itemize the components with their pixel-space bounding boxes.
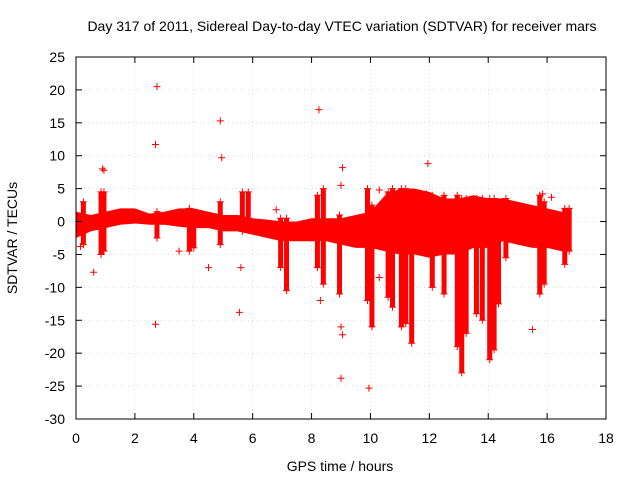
data-point	[152, 141, 159, 149]
data-point	[76, 243, 84, 251]
data-point	[99, 165, 106, 173]
streak-end-marks	[478, 195, 486, 324]
streak-end-marks	[79, 198, 87, 249]
data-series	[76, 83, 573, 392]
streak-end-marks	[238, 188, 246, 235]
data-point	[528, 325, 536, 333]
data-point	[365, 384, 373, 392]
x-axis: 0 2 4 6 8 10 12 14 16 18	[72, 57, 614, 446]
streak-end-marks	[364, 185, 371, 305]
x-tick-label: 14	[480, 430, 496, 446]
streak-end-marks	[453, 191, 461, 351]
data-point	[272, 206, 280, 214]
x-tick-label: 6	[249, 430, 257, 446]
y-tick-label: -30	[45, 411, 65, 427]
streak-end-marks	[190, 211, 198, 252]
streak-end-marks	[561, 204, 569, 268]
y-tick-label: -25	[45, 378, 65, 394]
streak-end-marks	[97, 188, 105, 258]
streak-end-marks	[389, 185, 397, 311]
streak-end-marks	[565, 204, 573, 255]
streak-end-marks	[384, 188, 392, 301]
data-point	[316, 297, 324, 305]
data-point	[422, 190, 430, 198]
streak-end-marks	[486, 195, 494, 364]
y-axis: -30 -25 -20 -15 -10 -5 0 5 10 15 20 25	[45, 49, 606, 427]
y-tick-label: -10	[45, 279, 65, 295]
streak-end-marks	[408, 188, 416, 347]
x-tick-label: 18	[598, 430, 614, 446]
data-point	[424, 160, 432, 168]
streak-end-marks	[368, 201, 376, 331]
data-point	[539, 190, 547, 198]
data-point	[237, 264, 245, 272]
y-tick-label: 20	[49, 82, 65, 98]
streak-end-marks	[536, 191, 544, 298]
streak-end-marks	[490, 195, 498, 354]
data-point	[216, 117, 224, 125]
streak-end-marks	[458, 195, 466, 377]
chart-title: Day 317 of 2011, Sidereal Day-to-day VTE…	[87, 18, 596, 34]
x-tick-label: 2	[131, 430, 139, 446]
streak-end-marks	[313, 191, 321, 272]
streak-end-marks	[495, 198, 503, 308]
data-point	[337, 181, 345, 189]
y-tick-label: 25	[49, 49, 65, 65]
data-point	[548, 193, 556, 201]
y-axis-label: SDTVAR / TECUs	[4, 182, 20, 294]
data-point	[90, 268, 98, 276]
data-point	[152, 320, 159, 328]
streak-end-marks	[462, 195, 470, 337]
data-point	[205, 264, 212, 272]
x-tick-label: 8	[308, 430, 316, 446]
x-tick-label: 4	[190, 430, 198, 446]
streak-end-marks	[153, 208, 161, 242]
streak-end-marks	[283, 214, 291, 295]
y-tick-label: -5	[53, 246, 66, 262]
streak-end-marks	[319, 185, 327, 288]
streak-end-marks	[216, 198, 224, 249]
x-tick-label: 0	[72, 430, 80, 446]
data-point	[338, 331, 346, 339]
data-point	[175, 247, 183, 255]
x-tick-label: 12	[422, 430, 438, 446]
data-point	[235, 308, 243, 316]
data-point	[337, 374, 345, 382]
x-tick-label: 10	[363, 430, 379, 446]
streak-end-marks	[402, 185, 410, 328]
data-point	[218, 154, 226, 162]
y-tick-label: 0	[57, 214, 65, 230]
data-point	[338, 164, 346, 172]
streak-end-marks	[336, 211, 344, 298]
plot-frame	[75, 56, 607, 420]
streak-end-marks	[540, 198, 548, 288]
x-axis-label: GPS time / hours	[287, 458, 394, 474]
data-point	[315, 106, 323, 114]
data-point	[153, 83, 161, 91]
y-tick-label: -20	[45, 345, 65, 361]
data-point	[337, 323, 345, 331]
streak-end-marks	[428, 191, 436, 291]
streak-end-marks	[277, 214, 285, 272]
streak-end-marks	[244, 188, 252, 232]
streak-end-marks	[185, 204, 193, 255]
data-point	[375, 186, 383, 194]
streak-end-marks	[100, 188, 108, 255]
data-point	[100, 166, 108, 174]
y-tick-label: 10	[49, 148, 65, 164]
y-tick-label: 15	[49, 115, 65, 131]
y-tick-label: 5	[57, 181, 65, 197]
streak-end-marks	[472, 195, 480, 318]
streak-end-marks	[502, 195, 510, 262]
x-tick-label: 16	[539, 430, 555, 446]
streak-end-marks	[397, 185, 405, 331]
streak-end-marks	[440, 191, 448, 298]
data-point	[375, 273, 383, 281]
y-tick-label: -15	[45, 312, 65, 328]
